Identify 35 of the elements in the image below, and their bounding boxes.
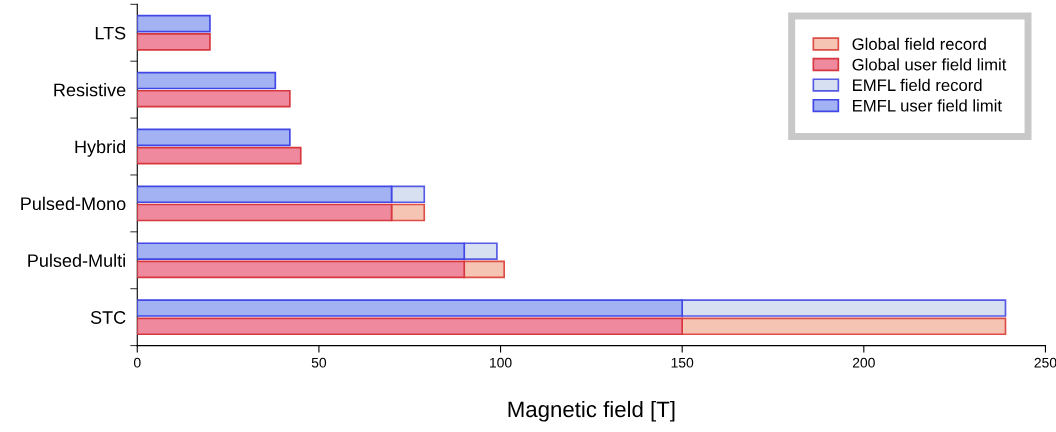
legend-label: Global field record bbox=[852, 37, 986, 50]
x-axis-title: Magnetic field [T] bbox=[508, 400, 675, 422]
y-tick-label: LTS bbox=[95, 26, 126, 40]
y-tick-label: Pulsed-Multi bbox=[28, 253, 125, 267]
x-tick-label: 50 bbox=[311, 357, 327, 368]
bar bbox=[137, 146, 302, 165]
y-tick-label: Resistive bbox=[54, 83, 126, 97]
x-tick-label: 200 bbox=[852, 357, 875, 368]
bar bbox=[137, 71, 277, 90]
bar bbox=[463, 242, 498, 260]
bar bbox=[137, 128, 291, 147]
x-tick-label: 100 bbox=[490, 357, 512, 368]
legend-label: EMFL user field limit bbox=[853, 99, 1002, 112]
legend-label: Global user field limit bbox=[852, 58, 1007, 71]
legend-label: EMFL field record bbox=[853, 78, 982, 92]
y-tick-label: Pulsed-Mono bbox=[21, 196, 126, 211]
bar bbox=[137, 260, 466, 279]
bar bbox=[137, 89, 291, 108]
x-tick-label: 150 bbox=[671, 357, 694, 368]
bar bbox=[390, 185, 426, 204]
bar bbox=[137, 14, 211, 33]
bar bbox=[681, 317, 1007, 336]
x-tick-label: 0 bbox=[133, 357, 141, 368]
y-tick-label: Hybrid bbox=[75, 139, 126, 157]
y-tick-label: STC bbox=[90, 311, 126, 324]
bar bbox=[137, 203, 393, 222]
bar bbox=[137, 33, 211, 51]
bar bbox=[463, 260, 506, 279]
bar bbox=[137, 185, 393, 204]
bar bbox=[137, 299, 684, 317]
bar bbox=[137, 242, 466, 260]
bar bbox=[681, 299, 1007, 317]
bar bbox=[137, 317, 684, 336]
x-tick-label: 250 bbox=[1034, 357, 1056, 368]
bar bbox=[390, 203, 426, 222]
